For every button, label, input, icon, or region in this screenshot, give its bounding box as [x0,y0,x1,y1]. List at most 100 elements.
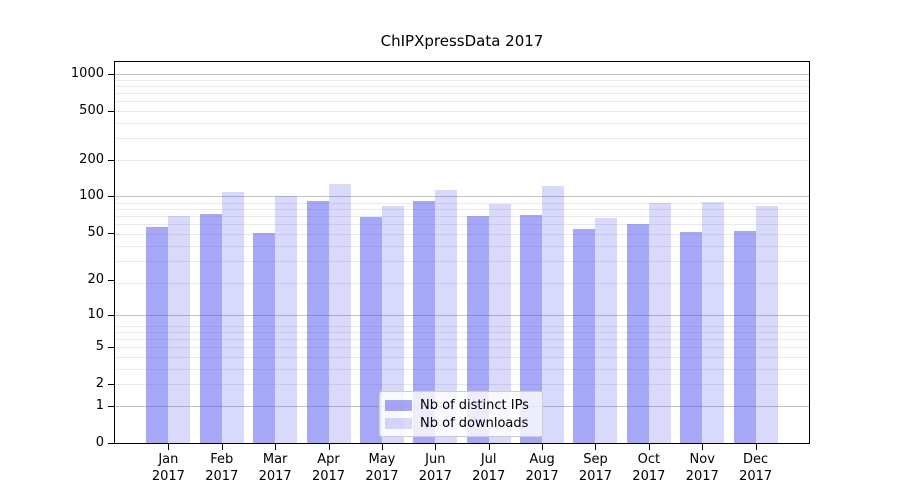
gridline-minor [115,245,809,247]
y-tick [108,196,114,198]
x-tick [488,444,490,450]
bar-distinct-ips-aug [520,215,543,443]
bar-distinct-ips-may [359,216,382,443]
y-tick [108,73,114,75]
x-tick-label: Jan 2017 [138,451,198,485]
y-tick-label: 10 [87,306,104,322]
x-label-month: Jul [480,452,497,467]
x-label-month: Mar [262,452,288,467]
x-tick [542,444,544,450]
gridline-minor [115,282,809,284]
chart-title: ChIPXpressData 2017 [380,32,544,50]
x-tick [381,444,383,450]
y-tick-label: 0 [95,435,104,450]
bar-distinct-ips-jun [413,200,436,443]
y-tick-label: 5 [95,339,104,355]
x-label-year: 2017 [632,469,666,484]
gridline-major [115,196,809,198]
x-tick-label: Nov 2017 [672,451,732,485]
y-tick [108,159,114,161]
x-label-month: Jun [425,452,446,467]
gridline-minor [115,79,809,81]
y-tick-label: 500 [79,102,104,118]
x-tick [328,444,330,450]
bar-downloads-jul [488,204,511,443]
x-label-month: Jan [158,452,179,467]
y-tick [108,314,114,316]
bar-distinct-ips-dec [733,230,756,443]
y-tick-label: 50 [87,224,104,240]
y-tick [108,384,114,386]
x-tick-label: Jul 2017 [459,451,519,485]
gridline-minor [115,224,809,226]
y-tick-label: 200 [79,151,104,167]
gridline-minor [115,216,809,218]
y-tick-label: 20 [87,272,104,288]
gridline-minor [115,111,809,113]
gridline-minor [115,138,809,140]
x-label-month: Aug [529,452,555,467]
x-tick-label: Dec 2017 [726,451,786,485]
gridline-minor [115,261,809,263]
x-label-year: 2017 [525,469,559,484]
legend: Nb of distinct IPs Nb of downloads [379,391,543,437]
bar-downloads-feb [221,191,244,443]
legend-label-distinct-ips: Nb of distinct IPs [420,397,529,413]
x-tick-label: Mar 2017 [245,451,305,485]
x-label-month: Oct [637,452,661,467]
y-tick-label: 2 [95,376,104,392]
bar-distinct-ips-nov [680,231,703,443]
gridline-minor [115,325,809,327]
x-label-year: 2017 [258,469,292,484]
y-tick-label: 100 [79,188,104,204]
x-label-year: 2017 [365,469,399,484]
bar-downloads-mar [275,196,298,443]
bar-downloads-sep [595,218,618,443]
x-tick [168,444,170,450]
bar-downloads-may [381,205,404,443]
x-tick-label: Oct 2017 [619,451,679,485]
x-tick [755,444,757,450]
legend-item-distinct-ips: Nb of distinct IPs [385,396,536,414]
y-tick-label: 1 [95,397,104,413]
bar-downloads-aug [542,186,565,443]
y-tick [108,405,114,407]
y-tick [108,110,114,112]
gridline-minor [115,159,809,161]
x-tick [648,444,650,450]
gridline-minor [115,339,809,341]
gridline-minor [115,122,809,124]
x-tick-label: Sep 2017 [565,451,625,485]
gridline-minor [115,101,809,103]
gridline-minor [115,368,809,370]
x-label-month: May [368,452,396,467]
x-label-year: 2017 [311,469,346,484]
legend-label-downloads: Nb of downloads [420,415,529,431]
x-tick [702,444,704,450]
x-tick [435,444,437,450]
gridline-minor [115,357,809,359]
bar-downloads-oct [648,203,671,443]
x-label-year: 2017 [472,469,506,484]
y-tick-label: 1000 [70,65,104,81]
bar-downloads-apr [328,184,351,443]
y-tick [108,280,114,282]
y-tick [108,347,114,349]
gridline-minor [115,85,809,87]
bar-downloads-jun [435,190,458,443]
x-tick-label: Apr 2017 [299,451,359,485]
x-tick [595,444,597,450]
x-tick-label: Jun 2017 [405,451,465,485]
bar-distinct-ips-sep [573,228,596,443]
x-label-year: 2017 [418,469,452,484]
x-label-month: Dec [743,452,769,467]
legend-item-downloads: Nb of downloads [385,414,536,432]
bar-distinct-ips-jan [146,227,169,443]
x-label-year: 2017 [205,469,239,484]
bar-downloads-nov [702,202,725,443]
gridline-major [115,73,809,75]
x-label-month: Apr [317,452,340,467]
x-tick-label: Feb 2017 [192,451,252,485]
y-tick [108,232,114,234]
